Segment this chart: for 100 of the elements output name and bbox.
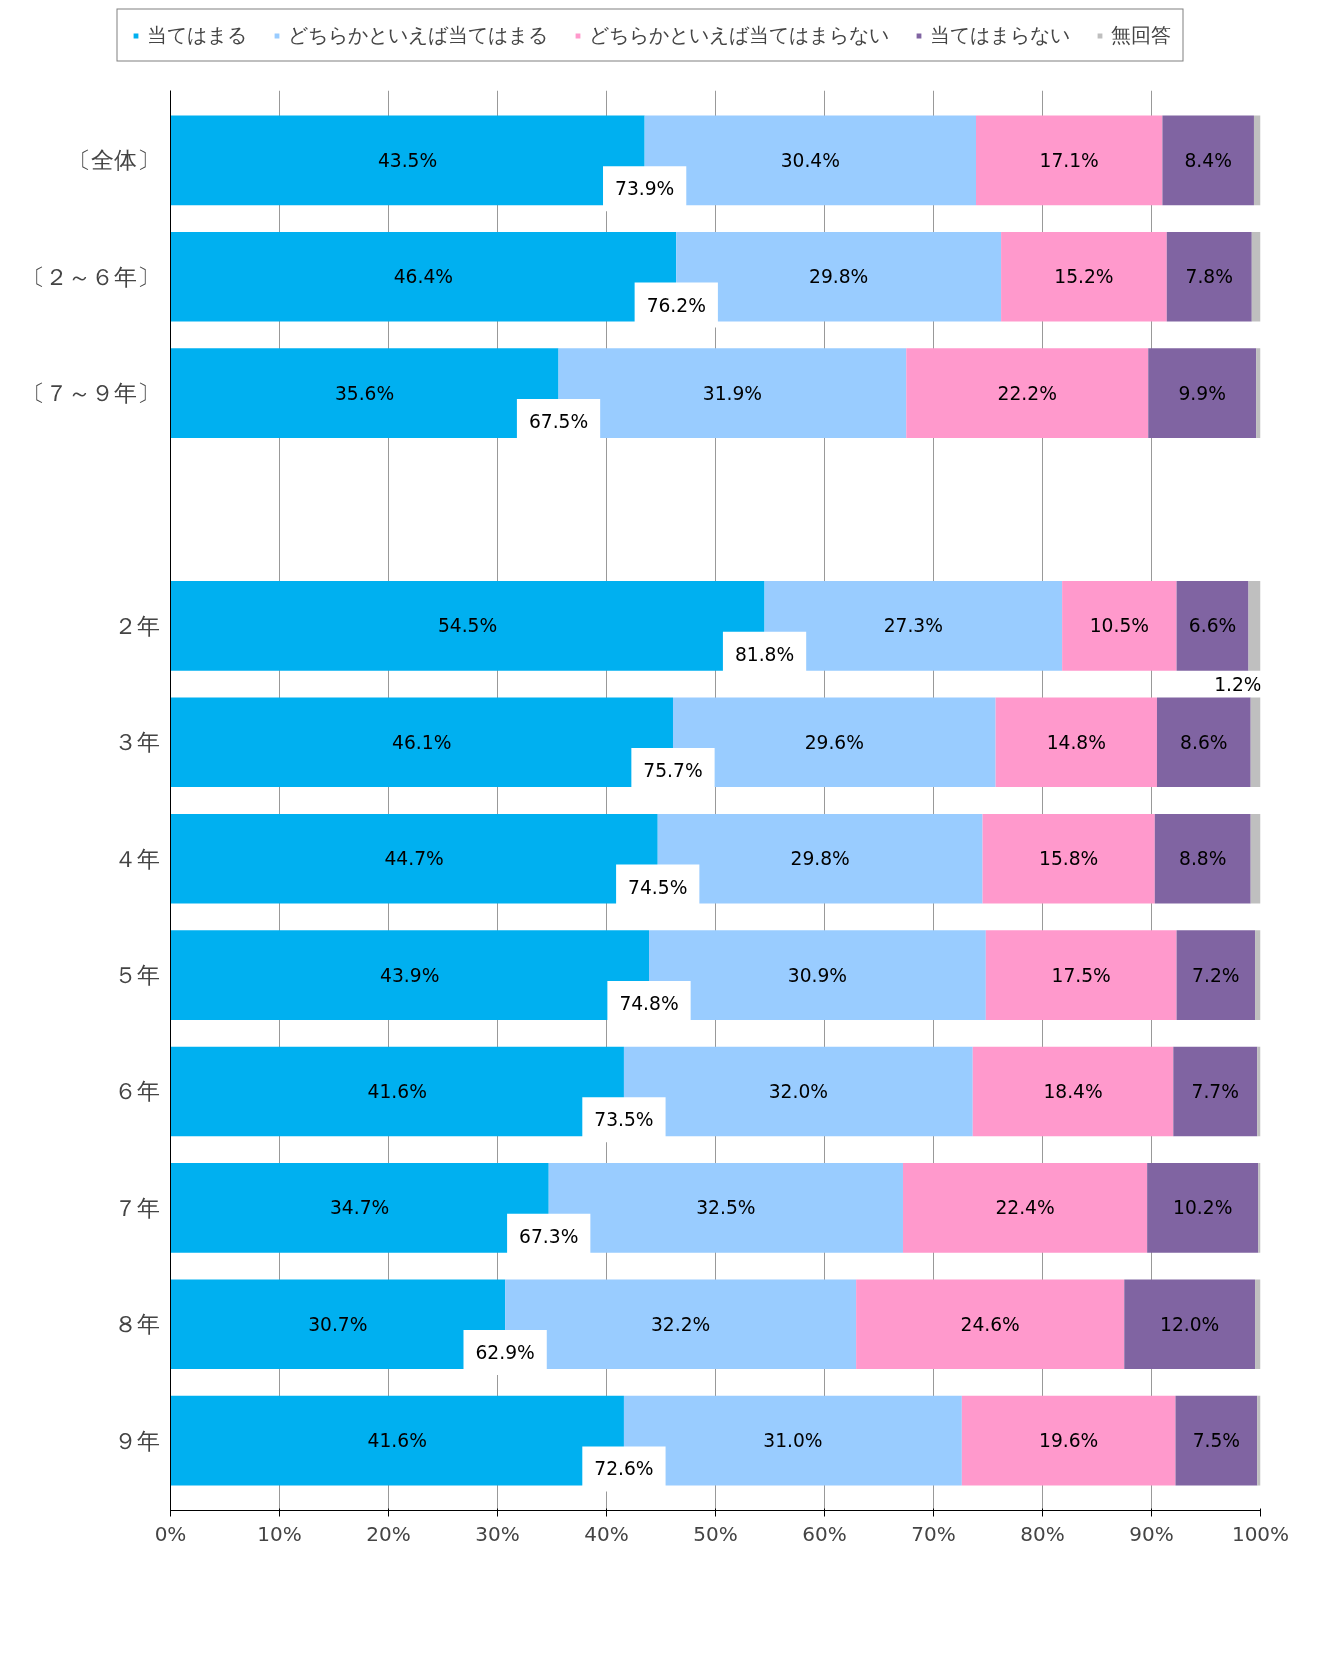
legend-label: どちらかといえば当てはまらない bbox=[588, 22, 889, 48]
annotation: 67.5% bbox=[528, 410, 589, 432]
bar bbox=[972, 1046, 1174, 1137]
data-label: 30.9% bbox=[787, 964, 848, 986]
legend-label: 無回答 bbox=[1110, 22, 1171, 48]
data-label: 9.9% bbox=[1178, 382, 1226, 404]
data-label: 41.6% bbox=[367, 1430, 427, 1452]
bar bbox=[982, 813, 1155, 904]
bar bbox=[985, 930, 1177, 1020]
bar bbox=[976, 115, 1163, 206]
data-label: 22.2% bbox=[997, 382, 1057, 404]
data-label: 32.0% bbox=[768, 1080, 828, 1102]
data-label: 35.6% bbox=[334, 382, 395, 404]
data-label: 46.1% bbox=[392, 731, 452, 753]
annotation: 67.3% bbox=[519, 1225, 579, 1247]
data-label: 54.5% bbox=[437, 615, 498, 637]
data-label: 8.6% bbox=[1180, 731, 1228, 753]
bar bbox=[1255, 930, 1261, 1020]
y-tick-label: ６年 bbox=[113, 1078, 160, 1105]
data-label: 46.4% bbox=[393, 266, 454, 288]
bar bbox=[1176, 581, 1249, 671]
bar bbox=[995, 697, 1157, 788]
bar bbox=[1001, 231, 1167, 322]
bar bbox=[1147, 1163, 1259, 1253]
bar bbox=[1251, 231, 1261, 322]
data-label: 31.0% bbox=[763, 1430, 823, 1452]
bar bbox=[1176, 930, 1256, 1020]
data-label: 17.5% bbox=[1051, 964, 1111, 986]
annotation: 76.2% bbox=[646, 294, 706, 316]
annotation: 74.5% bbox=[628, 876, 688, 898]
data-label: 27.3% bbox=[883, 615, 943, 637]
data-label: 6.6% bbox=[1188, 615, 1237, 637]
x-tick-label: 100% bbox=[1231, 1521, 1290, 1546]
data-label: 12.0% bbox=[1160, 1313, 1220, 1335]
bar bbox=[1175, 1395, 1258, 1486]
y-tick-label: ５年 bbox=[113, 962, 160, 989]
y-tick-label: 〔７～９年〕 bbox=[21, 380, 160, 407]
y-tick-label: ８年 bbox=[113, 1311, 160, 1338]
bar bbox=[961, 1395, 1176, 1486]
data-label: 29.8% bbox=[809, 266, 869, 288]
data-label: 32.2% bbox=[650, 1313, 711, 1335]
y-tick-label: 〔２～６年〕 bbox=[21, 263, 160, 290]
bar bbox=[1257, 1046, 1261, 1137]
x-tick-label: 50% bbox=[693, 1521, 738, 1546]
annotation: 74.8% bbox=[619, 992, 679, 1014]
y-tick-label: 〔全体〕 bbox=[67, 147, 160, 174]
data-label: 30.7% bbox=[308, 1313, 368, 1335]
annotation: 75.7% bbox=[643, 760, 703, 782]
bar bbox=[1250, 813, 1261, 904]
bar bbox=[1154, 813, 1251, 904]
y-tick-label: ９年 bbox=[113, 1427, 160, 1454]
legend-label: 当てはまらない bbox=[929, 22, 1070, 48]
data-label: 34.7% bbox=[329, 1197, 390, 1219]
x-tick-label: 70% bbox=[911, 1521, 956, 1546]
data-label: 18.4% bbox=[1043, 1080, 1103, 1102]
bar bbox=[1257, 1395, 1261, 1486]
x-tick-label: 0% bbox=[154, 1521, 187, 1546]
data-label: 32.5% bbox=[696, 1197, 756, 1219]
data-label: 30.4% bbox=[780, 149, 840, 171]
data-label: 8.4% bbox=[1184, 149, 1232, 171]
bar bbox=[1173, 1046, 1258, 1137]
bar bbox=[1258, 1163, 1261, 1253]
bar bbox=[906, 348, 1149, 438]
x-tick-label: 60% bbox=[802, 1521, 847, 1546]
data-label: 19.6% bbox=[1039, 1430, 1099, 1452]
annotation: 81.8% bbox=[734, 643, 795, 665]
data-label: 31.9% bbox=[702, 382, 763, 404]
y-tick-label: ７年 bbox=[113, 1194, 160, 1221]
x-tick-label: 10% bbox=[257, 1521, 302, 1546]
y-tick-label: ２年 bbox=[113, 612, 160, 639]
data-label: 41.6% bbox=[367, 1080, 427, 1102]
data-label: 10.5% bbox=[1089, 615, 1149, 637]
x-tick-label: 80% bbox=[1020, 1521, 1065, 1546]
bar bbox=[856, 1279, 1125, 1370]
data-label: 8.8% bbox=[1179, 848, 1227, 870]
x-tick-label: 90% bbox=[1129, 1521, 1174, 1546]
data-label: 7.2% bbox=[1192, 964, 1240, 986]
data-label: 22.4% bbox=[995, 1197, 1055, 1219]
data-label: 29.6% bbox=[804, 731, 864, 753]
bar bbox=[1148, 348, 1257, 438]
annotation: 73.5% bbox=[594, 1109, 654, 1131]
bar bbox=[1124, 1279, 1256, 1370]
y-tick-label: ３年 bbox=[113, 729, 160, 756]
x-tick-label: 20% bbox=[366, 1521, 411, 1546]
data-label: 7.5% bbox=[1192, 1430, 1241, 1452]
y-tick-label: ４年 bbox=[113, 845, 160, 872]
data-label: 29.8% bbox=[790, 848, 850, 870]
data-label: 15.2% bbox=[1054, 266, 1114, 288]
annotation: 62.9% bbox=[475, 1342, 535, 1364]
data-label: 1.2% bbox=[1214, 673, 1262, 695]
x-tick-label: 30% bbox=[475, 1521, 520, 1546]
data-label: 44.7% bbox=[384, 848, 444, 870]
bar bbox=[1255, 1279, 1261, 1370]
bar bbox=[902, 1163, 1148, 1253]
data-label: 7.7% bbox=[1191, 1080, 1239, 1102]
data-label: 15.8% bbox=[1039, 848, 1099, 870]
bar bbox=[1162, 115, 1254, 206]
bar bbox=[1256, 348, 1261, 438]
bar bbox=[1062, 581, 1177, 671]
bar bbox=[1253, 115, 1261, 206]
